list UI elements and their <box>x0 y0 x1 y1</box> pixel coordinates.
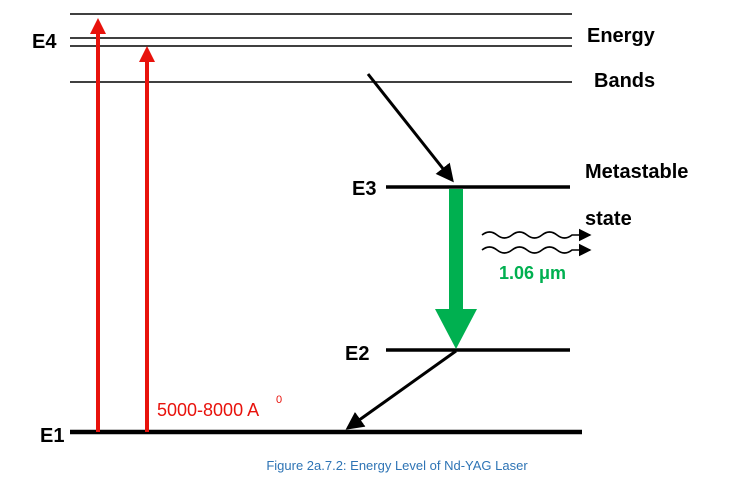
metastable-label-line1: Metastable <box>585 161 688 183</box>
figure-caption: Figure 2a.7.2: Energy Level of Nd-YAG La… <box>266 458 528 473</box>
laser-transition-arrow <box>435 189 477 349</box>
pump-wavelength-superscript: 0 <box>276 394 282 406</box>
energy-bands-label-line1: Energy <box>587 25 656 47</box>
decay-arrow-band-to-e3 <box>366 73 454 183</box>
level-label-e4: E4 <box>32 31 57 53</box>
pump-arrow-1 <box>90 18 106 432</box>
level-label-e1: E1 <box>40 425 64 447</box>
level-label-e2: E2 <box>345 343 369 365</box>
photon-wave-1 <box>481 228 592 242</box>
pump-wavelength-label: 5000-8000 A <box>157 400 259 420</box>
metastable-label-line2: state <box>585 208 632 230</box>
level-label-e3: E3 <box>352 178 376 200</box>
decay-arrow-e2-to-e1 <box>345 349 457 430</box>
pump-arrow-2 <box>139 46 155 432</box>
photon-wave-2 <box>481 243 592 257</box>
energy-bands-label-line2: Bands <box>594 70 655 92</box>
emission-wavelength-label: 1.06 μm <box>499 263 566 283</box>
